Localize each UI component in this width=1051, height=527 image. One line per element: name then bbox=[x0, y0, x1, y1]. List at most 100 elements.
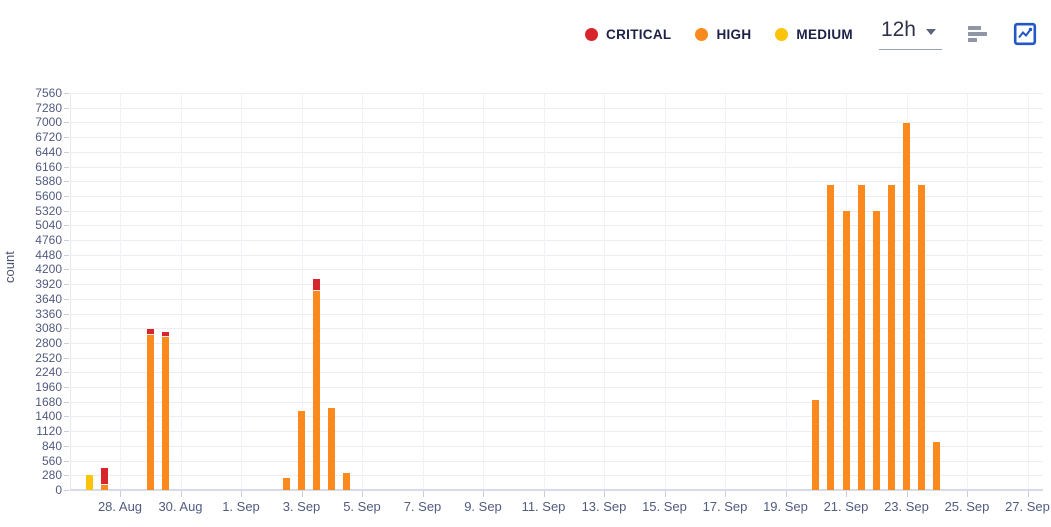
v-gridline bbox=[241, 93, 242, 490]
y-tick-label: 3920 bbox=[35, 277, 62, 292]
y-tick-label: 5040 bbox=[35, 218, 62, 233]
y-tick-mark bbox=[64, 372, 69, 374]
y-tick-label: 6160 bbox=[35, 159, 62, 174]
h-gridline bbox=[70, 284, 1043, 286]
h-gridline bbox=[70, 357, 1043, 359]
h-gridline bbox=[70, 342, 1043, 344]
bar-segment-high[interactable] bbox=[146, 335, 154, 490]
y-tick-mark bbox=[64, 166, 69, 168]
x-tick-mark bbox=[604, 491, 605, 497]
h-gridline bbox=[70, 475, 1043, 477]
y-tick-mark bbox=[64, 387, 69, 389]
h-gridline bbox=[70, 107, 1043, 109]
h-gridline bbox=[70, 225, 1043, 227]
x-tick-label: 7. Sep bbox=[403, 499, 442, 514]
bar-segment-high[interactable] bbox=[857, 185, 865, 490]
h-gridline bbox=[70, 181, 1043, 183]
bar-segment-high[interactable] bbox=[842, 210, 850, 490]
legend: CRITICAL HIGH MEDIUM bbox=[585, 27, 853, 42]
y-tick-mark bbox=[64, 195, 69, 197]
horizontal-bars-icon bbox=[968, 26, 987, 42]
bar-segment-high[interactable] bbox=[812, 400, 820, 490]
y-tick-label: 6440 bbox=[35, 144, 62, 159]
legend-label: HIGH bbox=[716, 26, 752, 42]
bar-segment-critical[interactable] bbox=[313, 279, 321, 291]
y-tick-mark bbox=[64, 284, 69, 286]
medium-dot-icon bbox=[775, 27, 789, 41]
y-tick-label: 5600 bbox=[35, 188, 62, 203]
bar-segment-critical[interactable] bbox=[101, 468, 109, 486]
v-gridline bbox=[483, 93, 484, 490]
bar-segment-high[interactable] bbox=[933, 441, 941, 490]
legend-item-critical[interactable]: CRITICAL bbox=[585, 27, 671, 42]
bar-segment-high[interactable] bbox=[903, 123, 910, 490]
h-gridline bbox=[70, 195, 1043, 197]
bar-segment-high[interactable] bbox=[872, 210, 880, 490]
y-tick-mark bbox=[64, 151, 69, 153]
legend-item-high[interactable]: HIGH bbox=[695, 27, 751, 42]
y-tick-mark bbox=[64, 240, 69, 242]
interval-select[interactable]: 12h bbox=[878, 18, 942, 50]
h-gridline bbox=[70, 240, 1043, 242]
h-gridline bbox=[70, 460, 1043, 462]
bar-segment-high[interactable] bbox=[918, 185, 926, 490]
h-gridline bbox=[70, 122, 1043, 124]
x-tick-mark bbox=[543, 491, 545, 497]
y-tick-label: 6720 bbox=[35, 130, 62, 145]
y-tick-mark bbox=[64, 122, 69, 124]
bar-segment-high[interactable] bbox=[313, 290, 321, 490]
series-style-button[interactable] bbox=[968, 26, 987, 42]
bar-segment-critical[interactable] bbox=[146, 328, 154, 336]
x-tick-label: 17. Sep bbox=[702, 499, 748, 514]
y-tick-label: 7560 bbox=[35, 86, 62, 100]
bar-segment-high[interactable] bbox=[298, 410, 305, 490]
chevron-down-icon bbox=[926, 28, 936, 35]
bar-segment-high[interactable] bbox=[282, 477, 290, 490]
x-tick-label: 5. Sep bbox=[343, 499, 381, 514]
x-tick-label: 1. Sep bbox=[222, 499, 260, 514]
y-tick-mark bbox=[64, 298, 69, 300]
h-gridline bbox=[70, 445, 1043, 447]
y-tick-label: 280 bbox=[41, 468, 62, 483]
x-axis-line bbox=[70, 489, 1043, 491]
y-tick-mark bbox=[64, 475, 69, 477]
bar-segment-high[interactable] bbox=[161, 336, 169, 490]
bar-segment-high[interactable] bbox=[343, 473, 351, 490]
y-tick-label: 3640 bbox=[35, 291, 62, 306]
y-tick-label: 5880 bbox=[35, 174, 62, 189]
chart-toolbar: CRITICAL HIGH MEDIUM 12h bbox=[585, 18, 1037, 50]
y-tick-mark bbox=[64, 357, 69, 359]
y-tick-label: 1960 bbox=[35, 380, 62, 395]
y-tick-mark bbox=[64, 107, 69, 109]
v-gridline bbox=[725, 93, 726, 490]
bar-segment-high[interactable] bbox=[827, 185, 835, 490]
x-tick-label: 9. Sep bbox=[464, 499, 502, 514]
bar-segment-high[interactable] bbox=[101, 485, 109, 490]
x-tick-mark bbox=[1027, 491, 1029, 497]
y-tick-label: 560 bbox=[41, 453, 62, 468]
h-gridline bbox=[70, 93, 1043, 94]
y-tick-label: 2800 bbox=[35, 335, 62, 350]
x-tick-label: 23. Sep bbox=[884, 499, 929, 514]
y-tick-mark bbox=[64, 431, 69, 433]
x-tick-label: 25. Sep bbox=[944, 499, 990, 514]
h-gridline bbox=[70, 210, 1043, 212]
legend-item-medium[interactable]: MEDIUM bbox=[775, 27, 853, 42]
y-tick-mark bbox=[64, 460, 69, 462]
x-tick-mark bbox=[846, 491, 847, 497]
x-tick-mark bbox=[725, 491, 726, 497]
y-tick-label: 0 bbox=[55, 483, 62, 497]
bar-segment-high[interactable] bbox=[328, 408, 336, 490]
interval-value: 12h bbox=[880, 18, 916, 41]
h-gridline bbox=[70, 328, 1043, 330]
chart-type-button[interactable] bbox=[1013, 22, 1037, 46]
bar-segment-high[interactable] bbox=[887, 185, 895, 490]
y-tick-mark bbox=[64, 445, 69, 447]
bar-segment-medium[interactable] bbox=[86, 475, 94, 490]
x-tick-mark bbox=[180, 491, 182, 497]
y-axis-line bbox=[70, 93, 71, 490]
bar-segment-critical[interactable] bbox=[161, 331, 169, 337]
y-tick-label: 3360 bbox=[35, 306, 62, 321]
